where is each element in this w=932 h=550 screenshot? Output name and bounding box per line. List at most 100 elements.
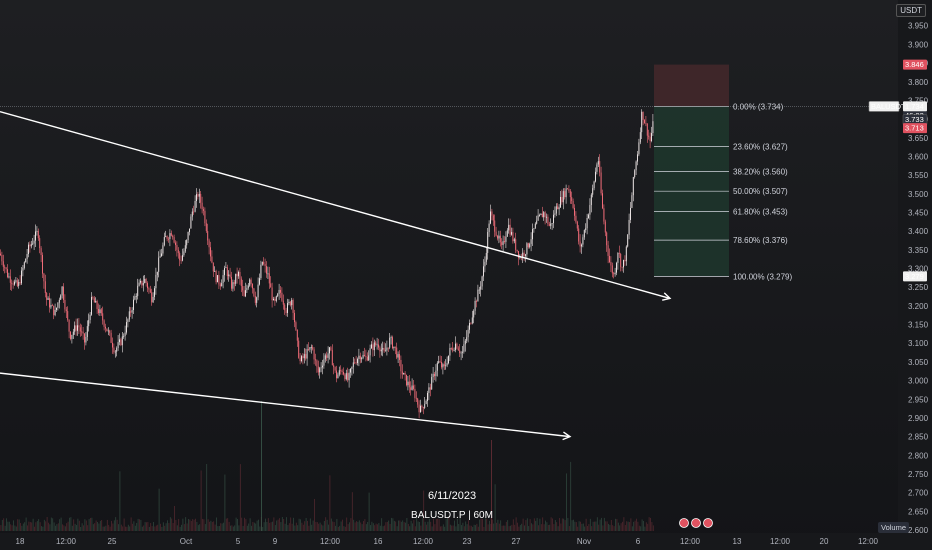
event-icon[interactable]	[703, 518, 713, 528]
candle-body	[219, 284, 221, 287]
volume-bar	[31, 522, 33, 531]
candle-body	[207, 231, 209, 241]
volume-bar	[491, 519, 493, 531]
volume-bar	[360, 522, 362, 531]
candle-body	[533, 228, 535, 230]
candle-body	[368, 355, 370, 361]
volume-bar	[179, 526, 181, 531]
y-tick-label: 3.750	[908, 96, 929, 105]
volume-bar	[350, 518, 352, 531]
volume-bar	[270, 522, 272, 531]
volume-bar	[630, 518, 632, 531]
y-tick-label: 3.400	[908, 227, 929, 236]
volume-bar	[426, 524, 427, 531]
trendline[interactable]	[0, 372, 571, 438]
candle-body	[133, 299, 134, 311]
stop-price-tag: 3.846	[905, 60, 924, 69]
watermark-date: 6/11/2023	[428, 490, 476, 502]
event-icon[interactable]	[691, 518, 701, 528]
volume-bar	[21, 525, 23, 531]
volume-bar	[126, 526, 128, 531]
trendline[interactable]	[0, 110, 671, 300]
candle-body	[152, 296, 154, 303]
time-axis[interactable]: 18 12:00 25 Oct 5 9 12:00 16 12:00 23 27 Nov 6 12:00 1…	[0, 533, 898, 550]
candle-body	[8, 276, 10, 278]
candle-body	[369, 348, 371, 356]
volume-bar	[97, 521, 98, 531]
candle-body	[186, 240, 188, 246]
volume-bar	[602, 525, 604, 531]
volume-bar	[624, 525, 626, 531]
candle-body	[532, 229, 533, 240]
candle-body	[49, 298, 50, 308]
candle-body	[343, 372, 344, 375]
volume-bar	[183, 524, 185, 531]
candle-body	[301, 356, 302, 362]
event-icon[interactable]	[679, 518, 689, 528]
candle-body	[326, 355, 328, 358]
candle-body	[259, 278, 260, 285]
candle-body	[191, 211, 193, 217]
candle-body	[123, 336, 125, 337]
volume-bar	[608, 523, 609, 531]
volume-bar	[22, 523, 24, 531]
volume-bar	[347, 524, 349, 531]
candle-body	[372, 344, 374, 351]
candle-body	[299, 357, 301, 362]
candle-body	[355, 362, 357, 364]
volume-bar	[15, 526, 17, 531]
candle-body	[215, 271, 217, 283]
x-tick-label: 23	[463, 537, 472, 546]
candle-body	[477, 289, 479, 302]
candle-body	[54, 309, 56, 316]
candle-body	[322, 365, 323, 368]
candle-body	[141, 280, 143, 286]
event-icons[interactable]	[679, 518, 713, 528]
volume-bar	[144, 522, 146, 531]
x-tick-label: Nov	[577, 537, 591, 546]
candle-body	[421, 405, 423, 408]
candle-body	[336, 370, 337, 379]
volume-bar	[343, 526, 345, 531]
volume-bar	[261, 401, 262, 531]
candle-body	[582, 237, 584, 245]
volume-bar	[325, 517, 327, 531]
trendlines[interactable]	[0, 110, 672, 441]
volume-bar	[564, 520, 566, 531]
candle-body	[448, 355, 449, 364]
volume-bar	[378, 523, 380, 531]
candle-body	[176, 245, 178, 250]
y-tick-label: 3.100	[908, 339, 929, 348]
volume-bar	[335, 525, 336, 531]
candle-body	[82, 331, 84, 334]
candle-body	[81, 331, 83, 333]
candle-body	[242, 286, 244, 291]
volume-bar	[332, 521, 334, 531]
candle-body	[401, 371, 403, 375]
candle-body	[389, 337, 391, 348]
candle-body	[494, 220, 496, 232]
candle-body	[204, 210, 206, 224]
candle-body	[530, 239, 532, 244]
candle-body	[203, 209, 204, 211]
candle-body	[9, 276, 11, 283]
candle-body	[319, 368, 321, 373]
volume-bar	[139, 519, 140, 531]
volume-bar	[410, 520, 412, 531]
volume-bar	[78, 520, 80, 531]
volume-bar	[127, 524, 129, 531]
volume-bar	[421, 518, 423, 531]
candle-body	[548, 224, 550, 226]
candle-body	[32, 243, 34, 245]
volume-bar	[196, 521, 198, 531]
candle-body	[513, 239, 515, 242]
volume-badge[interactable]: Volume	[878, 522, 910, 533]
candle-body	[623, 260, 624, 268]
candle-body	[33, 240, 35, 244]
volume-bar	[305, 517, 307, 531]
currency-badge[interactable]: USDT	[896, 4, 926, 17]
volume-bar	[132, 523, 133, 531]
volume-bar	[442, 524, 444, 531]
volume-bar	[228, 521, 230, 531]
